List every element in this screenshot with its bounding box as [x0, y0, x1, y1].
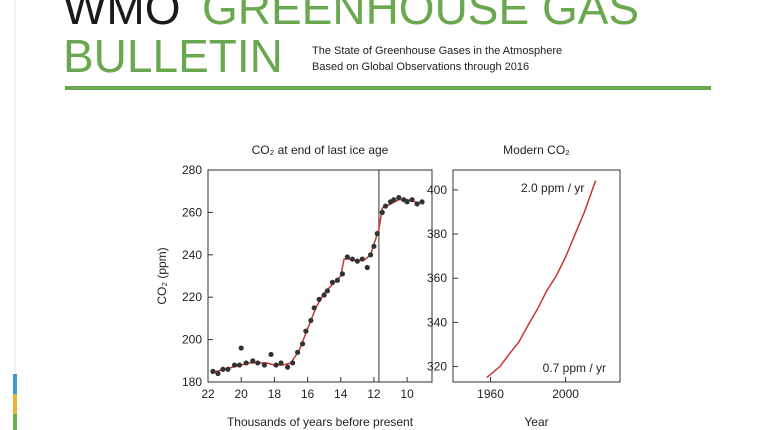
- data-point: [334, 277, 341, 283]
- y-tick-label: 260: [182, 205, 202, 219]
- data-point: [303, 328, 309, 334]
- data-point: [215, 370, 221, 377]
- subtitle: Based on Global Observations through 201…: [312, 61, 529, 73]
- data-point: [379, 209, 385, 215]
- data-point: [321, 292, 327, 298]
- data-point: [339, 271, 345, 277]
- data-point: [414, 201, 420, 207]
- data-point: [255, 360, 261, 366]
- data-point: [295, 349, 301, 355]
- data-point: [311, 305, 317, 311]
- data-point: [236, 362, 243, 368]
- data-point: [391, 197, 397, 203]
- y-tick-label: 400: [427, 183, 447, 197]
- data-point: [354, 258, 360, 264]
- data-point: [231, 362, 238, 368]
- data-point: [374, 231, 380, 237]
- decor-bar: [13, 394, 17, 414]
- x-tick-label: 16: [301, 387, 315, 401]
- decor-bar: [13, 414, 17, 430]
- data-point: [290, 360, 296, 366]
- x-tick-label: 10: [400, 387, 414, 401]
- data-point: [329, 279, 336, 285]
- x-axis-label: Thousands of years before present: [227, 415, 414, 429]
- y-tick-label: 180: [182, 375, 202, 389]
- chart-title: CO₂ at end of last ice age: [252, 143, 389, 157]
- data-point: [359, 256, 365, 262]
- data-point: [299, 341, 306, 347]
- data-point: [278, 360, 284, 366]
- x-axis-label: Year: [524, 415, 548, 429]
- y-tick-label: 380: [427, 227, 447, 241]
- x-tick-label: 2000: [552, 387, 579, 401]
- y-axis-label: CO₂ (ppm): [155, 247, 169, 304]
- x-tick-label: 12: [367, 387, 381, 401]
- annotation: 2.0 ppm / yr: [521, 181, 584, 195]
- title-line2: BULLETIN: [63, 30, 283, 82]
- x-tick-label: 20: [235, 387, 249, 401]
- data-point: [344, 254, 350, 260]
- data-point: [308, 317, 314, 324]
- y-tick-label: 220: [182, 290, 202, 304]
- data-point: [261, 362, 268, 368]
- data-point: [273, 362, 279, 368]
- plot-frame: [207, 169, 433, 383]
- data-point: [396, 194, 402, 201]
- data-point: [220, 366, 226, 372]
- data-point: [364, 264, 370, 271]
- data-point: [243, 360, 249, 366]
- data-point: [316, 296, 322, 302]
- y-tick-label: 320: [427, 360, 447, 374]
- data-point: [419, 199, 425, 205]
- decor-bar: [13, 374, 17, 394]
- data-line: [486, 180, 597, 379]
- data-point: [268, 351, 274, 358]
- y-tick-label: 280: [182, 163, 202, 177]
- x-tick-label: 14: [334, 387, 348, 401]
- data-point: [210, 368, 216, 374]
- data-point: [238, 345, 244, 351]
- data-point: [349, 256, 355, 262]
- x-tick-label: 22: [201, 387, 215, 401]
- data-point: [285, 364, 291, 370]
- y-tick-label: 240: [182, 248, 202, 262]
- rule: [65, 86, 711, 90]
- data-point: [409, 197, 415, 203]
- x-tick-label: 18: [268, 387, 282, 401]
- y-tick-label: 360: [427, 271, 447, 285]
- annotation: 0.7 ppm / yr: [543, 361, 606, 375]
- title-black: WMO: [63, 0, 181, 34]
- data-point: [250, 358, 256, 364]
- x-tick-label: 1960: [477, 387, 504, 401]
- chart-title: Modern CO₂: [503, 143, 570, 157]
- y-tick-label: 340: [427, 315, 447, 329]
- data-point: [225, 366, 231, 372]
- data-point: [382, 203, 389, 209]
- y-tick-label: 200: [182, 333, 202, 347]
- data-point: [324, 288, 331, 294]
- data-point: [404, 199, 410, 205]
- data-point: [368, 252, 374, 258]
- title-green: GREENHOUSE GAS: [202, 0, 639, 34]
- plot-frame: [452, 169, 621, 383]
- subtitle: The State of Greenhouse Gases in the Atm…: [312, 45, 562, 57]
- data-point: [371, 243, 377, 249]
